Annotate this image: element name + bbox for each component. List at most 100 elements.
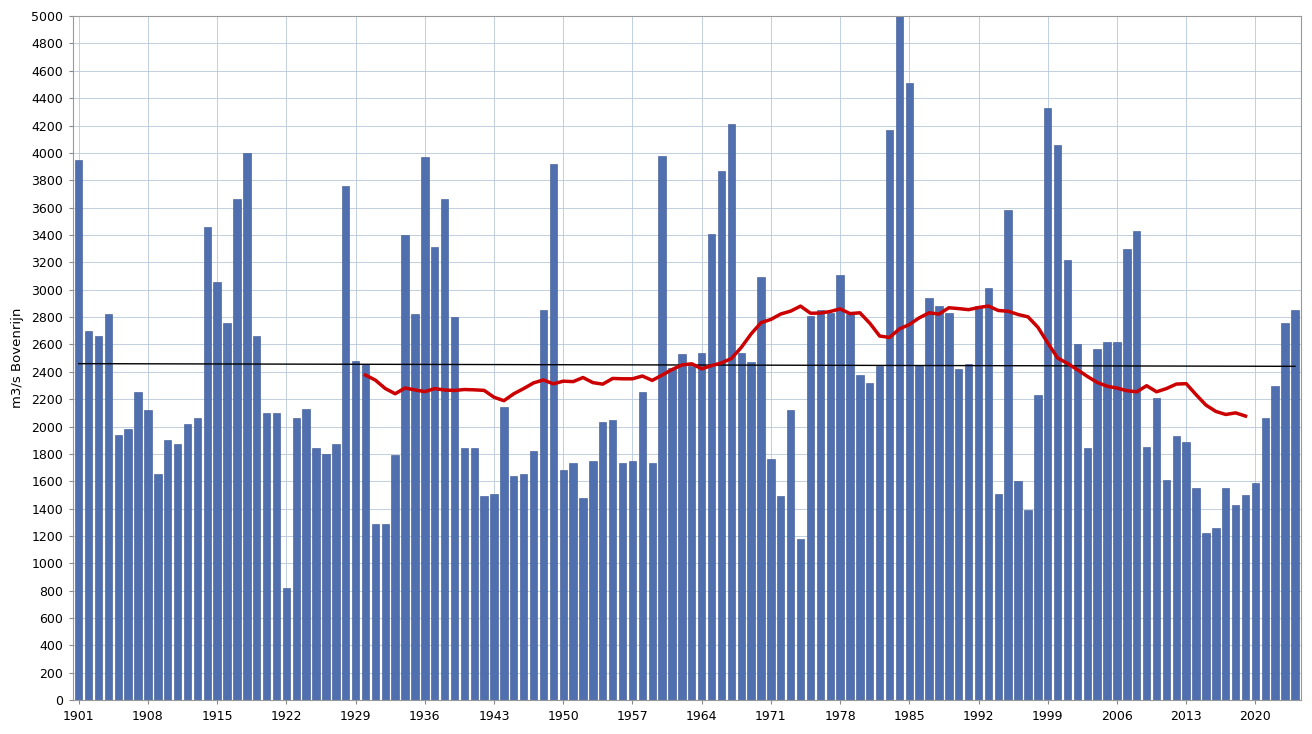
Bar [678,354,686,700]
Bar [1005,211,1012,700]
Bar [768,459,774,700]
Bar [935,306,943,700]
Bar [659,156,665,700]
Bar [391,455,399,700]
Bar [846,314,854,700]
Bar [332,444,340,700]
Bar [1103,342,1111,700]
Bar [234,200,240,700]
Bar [134,393,142,700]
Bar [312,448,320,700]
Bar [668,368,676,700]
Bar [1143,447,1151,700]
Bar [1252,483,1260,700]
Bar [510,476,517,700]
Bar [461,448,468,700]
Bar [648,463,656,700]
Bar [1014,482,1022,700]
Bar [421,157,429,700]
Bar [569,463,577,700]
Bar [1202,534,1210,700]
Bar [600,423,606,700]
Bar [362,363,369,700]
Bar [214,282,220,700]
Bar [262,413,270,700]
Bar [796,539,804,700]
Bar [816,310,824,700]
Bar [994,493,1002,700]
Bar [1084,448,1092,700]
Bar [876,366,883,700]
Bar [194,418,201,700]
Bar [1241,495,1249,700]
Bar [777,496,785,700]
Bar [1073,344,1081,700]
Bar [728,124,735,700]
Bar [371,523,379,700]
Bar [451,317,458,700]
Bar [471,448,478,700]
Bar [737,352,745,700]
Bar [945,313,953,700]
Bar [1064,260,1071,700]
Bar [164,440,172,700]
Bar [985,288,992,700]
Bar [342,186,349,700]
Bar [589,461,597,700]
Bar [955,369,963,700]
Bar [530,451,538,700]
Bar [964,363,972,700]
Bar [203,227,211,700]
Bar [1212,528,1220,700]
Bar [411,314,419,700]
Bar [580,498,586,700]
Bar [687,366,695,700]
Bar [866,382,874,700]
Bar [430,247,438,700]
Bar [639,393,646,700]
Bar [1153,398,1160,700]
Bar [787,410,794,700]
Bar [857,374,863,700]
Bar [1193,488,1199,700]
Bar [748,363,754,700]
Bar [916,365,922,700]
Bar [273,413,281,700]
Bar [282,588,290,700]
Bar [1025,510,1031,700]
Bar [520,474,527,700]
Bar [1173,436,1179,700]
Bar [539,310,547,700]
Bar [223,322,231,700]
Bar [1282,322,1288,700]
Bar [708,233,715,700]
Bar [480,496,488,700]
Bar [1271,385,1279,700]
Bar [628,461,636,700]
Bar [382,523,388,700]
Bar [718,171,726,700]
Bar [500,407,508,700]
Bar [154,474,161,700]
Bar [303,409,310,700]
Bar [114,435,122,700]
Bar [184,424,192,700]
Bar [975,306,983,700]
Bar [144,410,152,700]
Bar [1093,349,1101,700]
Bar [905,83,913,700]
Bar [1114,342,1120,700]
Bar [253,336,260,700]
Bar [174,444,181,700]
Bar [1123,249,1131,700]
Bar [698,352,706,700]
Bar [1291,310,1299,700]
Bar [243,153,251,700]
Bar [75,160,83,700]
Bar [925,298,933,700]
Bar [85,331,92,700]
Bar [401,235,409,700]
Bar [1262,418,1269,700]
Bar [1054,145,1061,700]
Bar [1221,488,1229,700]
